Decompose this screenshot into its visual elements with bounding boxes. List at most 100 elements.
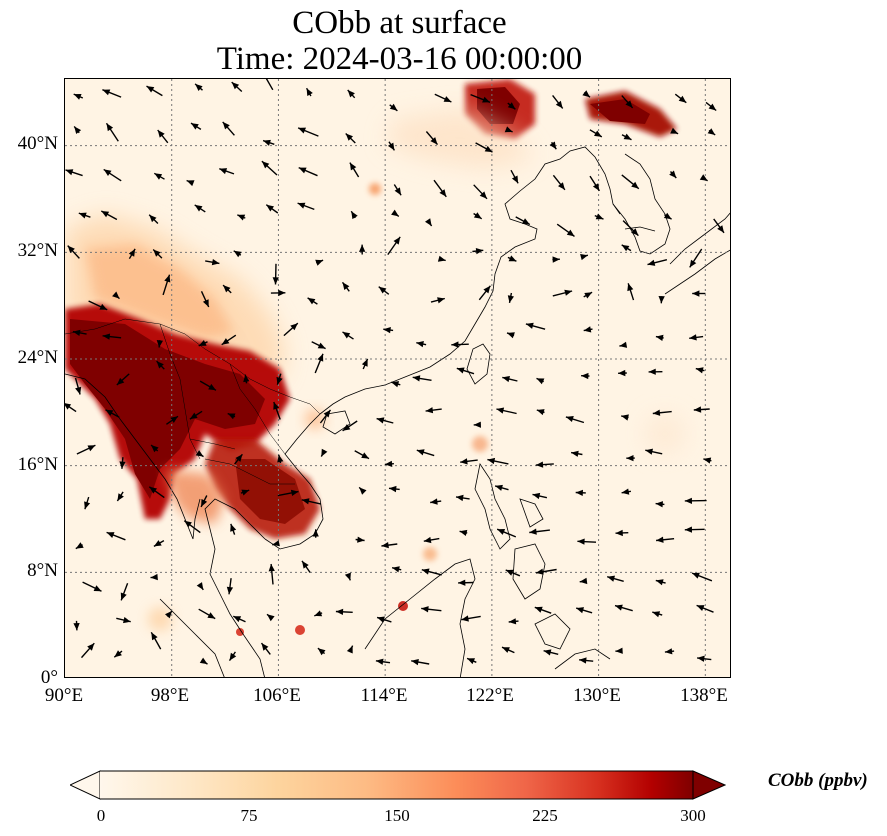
wind-arrow-head bbox=[652, 611, 661, 618]
wind-arrow-head bbox=[439, 189, 447, 197]
wind-arrow-head bbox=[451, 341, 459, 348]
wind-arrow-head bbox=[619, 341, 628, 348]
wind-arrow-head bbox=[102, 333, 111, 340]
wind-arrow-head bbox=[312, 529, 319, 537]
wind-arrow-head bbox=[114, 650, 122, 658]
wind-arrow-head bbox=[696, 605, 705, 611]
wind-arrow-head bbox=[552, 256, 560, 263]
wind-arrow-head bbox=[72, 329, 81, 336]
wind-arrow-head bbox=[151, 445, 159, 453]
wind-arrow-head bbox=[461, 615, 469, 622]
cobb-concentration-field bbox=[65, 79, 685, 636]
wind-arrow-head bbox=[84, 501, 91, 510]
map-title-line1: CObb at surface bbox=[292, 5, 507, 41]
wind-arrow-head bbox=[87, 643, 95, 651]
wind-arrow-head bbox=[460, 458, 468, 465]
wind-arrow-head bbox=[75, 386, 82, 395]
wind-arrow-head bbox=[263, 139, 271, 146]
wind-arrow-head bbox=[389, 485, 397, 493]
wind-arrow-head bbox=[425, 407, 434, 414]
wind-arrow-head bbox=[525, 322, 534, 329]
wind-arrow-head bbox=[508, 255, 517, 262]
wind-arrow-head bbox=[384, 460, 393, 467]
wind-arrow-head bbox=[522, 218, 530, 225]
wind-arrow-head bbox=[102, 89, 111, 96]
wind-arrow-head bbox=[266, 204, 274, 212]
wind-arrow-head bbox=[695, 367, 704, 374]
wind-arrow-head bbox=[189, 412, 198, 420]
wind-arrow-head bbox=[298, 167, 307, 174]
wind-arrow-head bbox=[416, 341, 424, 348]
wind-arrow-head bbox=[194, 204, 203, 212]
wind-arrow-head bbox=[387, 142, 395, 151]
wind-arrow-head bbox=[507, 102, 516, 110]
wind-arrow-head bbox=[626, 455, 634, 462]
wind-arrow-head bbox=[393, 236, 401, 245]
wind-arrow-head bbox=[475, 248, 484, 255]
wind-arrow-head bbox=[430, 137, 438, 145]
wind-arrow-head bbox=[623, 133, 632, 140]
wind-arrow-head bbox=[78, 212, 87, 219]
colorbar-tick-label: 0 bbox=[96, 806, 106, 825]
wind-arrow-head bbox=[543, 649, 552, 656]
wind-arrow-head bbox=[375, 658, 384, 665]
wind-arrow-head bbox=[208, 383, 216, 391]
lat-tick-label: 8°N bbox=[27, 560, 58, 581]
wind-arrow-head bbox=[421, 568, 430, 575]
wind-arrow-head bbox=[621, 244, 630, 252]
wind-arrow-head bbox=[655, 579, 664, 586]
wind-arrow-head bbox=[317, 648, 326, 656]
wind-arrow-head bbox=[645, 448, 653, 455]
wind-arrow-head bbox=[655, 334, 664, 341]
wind-arrow-head bbox=[699, 174, 708, 181]
wind-arrow-head bbox=[317, 353, 324, 362]
wind-arrow-head bbox=[689, 259, 697, 268]
wind-arrow-head bbox=[583, 326, 592, 333]
wind-arrow-head bbox=[359, 244, 366, 252]
wind-arrow-head bbox=[577, 538, 585, 545]
wind-arrow-head bbox=[278, 289, 286, 297]
wind-arrow-head bbox=[502, 647, 510, 653]
wind-arrow-head bbox=[571, 450, 579, 457]
wind-arrow-head bbox=[207, 612, 216, 619]
wind-arrow-head bbox=[261, 643, 269, 651]
wind-arrow-head bbox=[615, 529, 623, 537]
wind-arrow-head bbox=[504, 126, 513, 133]
wind-arrow-head bbox=[669, 170, 677, 178]
wind-arrow-head bbox=[536, 409, 545, 416]
wind-arrow-head bbox=[276, 376, 283, 385]
lat-tick-label: 0° bbox=[40, 667, 58, 688]
wind-arrow-head bbox=[564, 289, 573, 296]
lat-tick-label: 40°N bbox=[17, 133, 58, 154]
colorbar-tick-label: 150 bbox=[384, 806, 410, 825]
wind-arrow-head bbox=[456, 367, 465, 374]
wind-arrow-head bbox=[156, 340, 163, 348]
wind-arrow-head bbox=[580, 254, 588, 261]
wind-arrow-head bbox=[186, 180, 195, 187]
wind-arrow-head bbox=[164, 274, 171, 283]
wind-arrow-head bbox=[302, 560, 309, 569]
wind-arrow-head bbox=[479, 191, 487, 199]
wind-arrow-head bbox=[235, 454, 243, 462]
wind-arrow-head bbox=[487, 457, 496, 465]
map-panel[interactable] bbox=[64, 78, 731, 678]
colorbar-max-extend bbox=[692, 770, 726, 800]
wind-arrow-head bbox=[615, 647, 623, 654]
wind-arrow-head bbox=[116, 377, 125, 385]
lon-tick-label: 122°E bbox=[466, 685, 514, 706]
wind-arrow-head bbox=[120, 592, 127, 601]
wind-arrow-head bbox=[233, 616, 242, 623]
wind-arrow-head bbox=[584, 292, 593, 299]
wind-arrow-head bbox=[342, 331, 351, 339]
wind-arrow-head bbox=[344, 572, 351, 581]
wind-arrow-head bbox=[625, 100, 633, 108]
wind-arrow-head bbox=[151, 632, 158, 641]
wind-arrow-head bbox=[103, 169, 112, 176]
wind-arrow-head bbox=[693, 406, 702, 413]
wind-arrow-head bbox=[149, 486, 157, 494]
wind-arrow-head bbox=[615, 604, 623, 611]
wind-arrow-head bbox=[581, 372, 589, 380]
wind-arrow-head bbox=[223, 285, 231, 293]
wind-arrow-head bbox=[73, 94, 82, 100]
wind-arrow-head bbox=[272, 277, 279, 285]
